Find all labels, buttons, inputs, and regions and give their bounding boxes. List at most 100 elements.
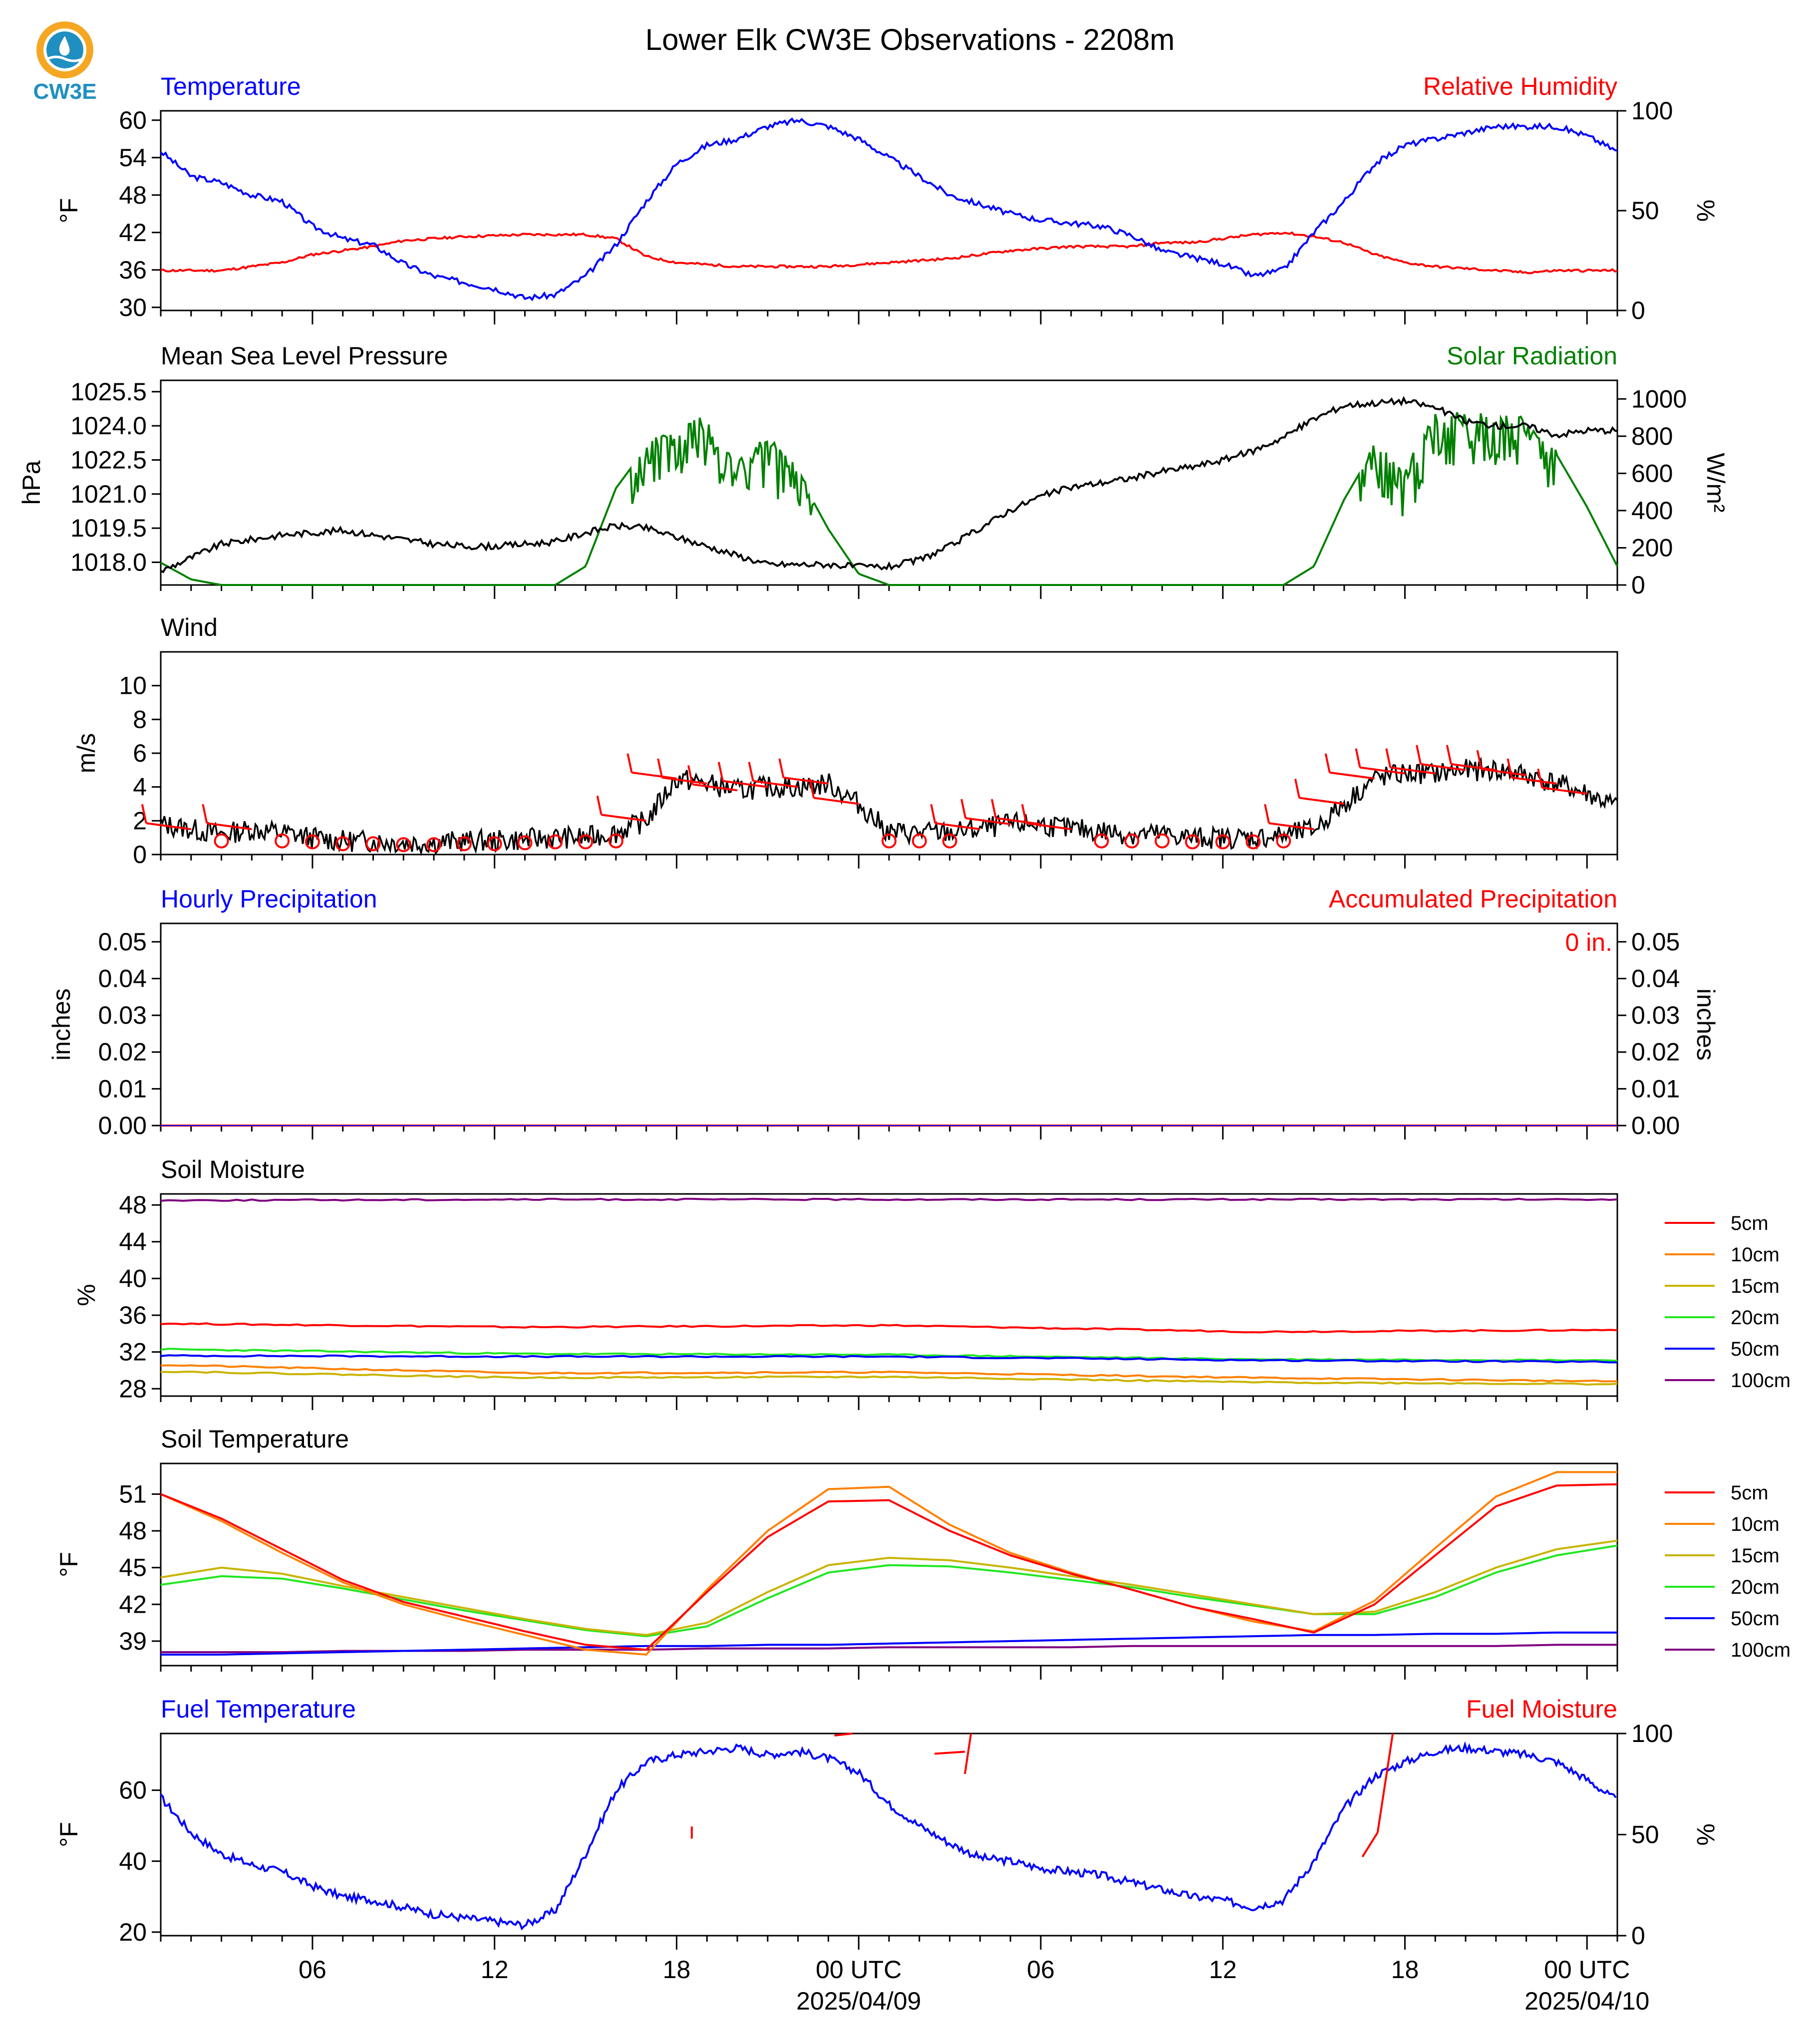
soil-moisture-15cm-line — [160, 1370, 1618, 1386]
panel-left-title: Hourly Precipitation — [161, 885, 377, 913]
plot-frame — [160, 1193, 1618, 1397]
soil-temperature-10cm-line — [160, 1471, 1617, 1656]
soil-moisture-20cm-line — [160, 1348, 1618, 1362]
wind-barb-shaft — [783, 776, 829, 785]
panel-fuel: Fuel Temperature Fuel Moisture 20 40 60 0 50 10… — [55, 1695, 1720, 2015]
calm-wind-circle — [365, 836, 381, 852]
panel-left-title: Mean Sea Level Pressure — [161, 342, 448, 370]
wind-speed-line — [160, 757, 1618, 857]
calm-wind-circle — [882, 833, 897, 849]
x-tick-label: 06 — [299, 1956, 326, 1984]
wind-barb-flag — [1324, 753, 1331, 773]
calm-wind-circle — [911, 833, 927, 849]
legend-label-100cm: 100cm — [1731, 1639, 1791, 1661]
fuel-moisture-segment — [834, 1733, 853, 1737]
wind-barb-shaft — [935, 822, 980, 831]
relative-humidity-line — [160, 231, 1618, 275]
wind-barb-shaft — [207, 822, 252, 831]
panel-soil-moisture: Soil Moisture 28 32 36 40 44 48% 5cm 10cm 15cm 20c… — [72, 1156, 1791, 1410]
y-right-tick-label: 200 — [1631, 534, 1673, 562]
wind-barb-flag — [1416, 745, 1422, 765]
y-right-tick-label: 0.01 — [1631, 1075, 1680, 1103]
y-right-axis-label: inches — [1692, 988, 1720, 1061]
x-tick-label: 18 — [663, 1956, 691, 1984]
y-right-axis-label: % — [1692, 1823, 1720, 1845]
legend-label-50cm: 50cm — [1731, 1608, 1780, 1630]
legend-label-20cm: 20cm — [1731, 1576, 1780, 1598]
panel-temperature-humidity: Temperature Relative Humidity 30 36 42 48 54 60… — [55, 72, 1720, 324]
y-right-tick-label: 0.04 — [1631, 964, 1680, 992]
legend-label-20cm: 20cm — [1731, 1307, 1780, 1329]
y-right-tick-label: 0 — [1631, 571, 1645, 599]
cw3e-logo: CW3E — [33, 21, 97, 104]
wind-barb-flag — [748, 762, 754, 782]
y-right-axis-label: W/m² — [1702, 453, 1730, 512]
y-tick-label: 51 — [119, 1480, 147, 1508]
y-tick-label: 0.03 — [98, 1001, 147, 1029]
y-tick-label: 1024.0 — [70, 412, 147, 440]
wind-barb-flag — [1537, 768, 1543, 788]
y-tick-label: 6 — [133, 739, 147, 767]
y-axis-label: m/s — [72, 733, 100, 774]
wind-barb-flag — [141, 804, 147, 824]
wind-barb-shaft — [1026, 822, 1072, 831]
y-right-tick-label: 0 — [1631, 1922, 1645, 1950]
calm-wind-circle — [517, 835, 533, 851]
soil-temperature-20cm-line — [160, 1544, 1618, 1638]
panel-precipitation: Hourly Precipitation Accumulated Precipit… — [47, 885, 1720, 1140]
x-tick-label: 00 UTC — [1544, 1956, 1630, 1984]
legend-label-15cm: 15cm — [1731, 1275, 1780, 1297]
calm-wind-circle — [487, 836, 502, 852]
wind-barb-shaft — [1390, 766, 1436, 775]
calm-wind-circle — [578, 834, 594, 850]
y-tick-label: 42 — [119, 219, 147, 247]
calm-wind-circle — [275, 833, 290, 849]
wind-barb-shaft — [1541, 787, 1587, 795]
y-tick-label: 60 — [119, 106, 147, 134]
y-tick-label: 48 — [119, 1191, 147, 1219]
calm-wind-circle — [1185, 834, 1200, 850]
x-tick-label: 12 — [481, 1956, 509, 1984]
y-right-tick-label: 0 — [1631, 296, 1645, 324]
wind-barb-shaft — [1360, 766, 1405, 775]
legend-label-15cm: 15cm — [1731, 1545, 1780, 1567]
legend-label-5cm: 5cm — [1731, 1482, 1769, 1504]
y-tick-label: 4 — [133, 773, 147, 801]
y-axis-label: °F — [55, 198, 83, 224]
calm-wind-circle — [1245, 834, 1261, 850]
calm-wind-circle — [608, 833, 623, 849]
soil-moisture-50cm-line — [160, 1354, 1618, 1364]
legend-label-10cm: 10cm — [1731, 1244, 1780, 1266]
y-right-tick-label: 1000 — [1631, 385, 1687, 413]
calm-wind-circle — [304, 834, 320, 850]
calm-wind-circle — [396, 837, 411, 853]
soil-moisture-100cm-line — [160, 1197, 1618, 1202]
wind-barb-flag — [1294, 779, 1300, 798]
wind-barbs — [141, 745, 1587, 853]
wind-barb-flag — [930, 804, 936, 824]
pressure-line — [160, 396, 1618, 574]
wind-barb-shaft — [1329, 771, 1375, 780]
soil-temperature-5cm-line — [160, 1483, 1618, 1651]
y-tick-label: 8 — [133, 705, 147, 733]
y-right-tick-label: 0.05 — [1631, 928, 1680, 956]
y-right-tick-label: 100 — [1631, 97, 1673, 125]
plot-frame — [160, 379, 1618, 586]
calm-wind-circle — [1215, 834, 1230, 850]
panel-right-title: Relative Humidity — [1423, 72, 1617, 100]
wind-barb-shaft — [722, 780, 768, 788]
y-tick-label: 44 — [119, 1228, 147, 1256]
y-tick-label: 54 — [119, 144, 147, 172]
logo-text: CW3E — [33, 79, 96, 104]
wind-barb-flag — [1021, 804, 1027, 824]
x-tick-label: 00 UTC — [816, 1956, 902, 1984]
temperature-line — [160, 117, 1618, 301]
wind-barb-shaft — [692, 783, 738, 792]
y-tick-label: 0.01 — [98, 1075, 147, 1103]
accumulated-precip-value: 0 in. — [1565, 928, 1612, 956]
fuel-moisture-segment — [934, 1750, 965, 1755]
wind-barb-shaft — [661, 776, 707, 785]
wind-barb-shaft — [1481, 768, 1526, 776]
